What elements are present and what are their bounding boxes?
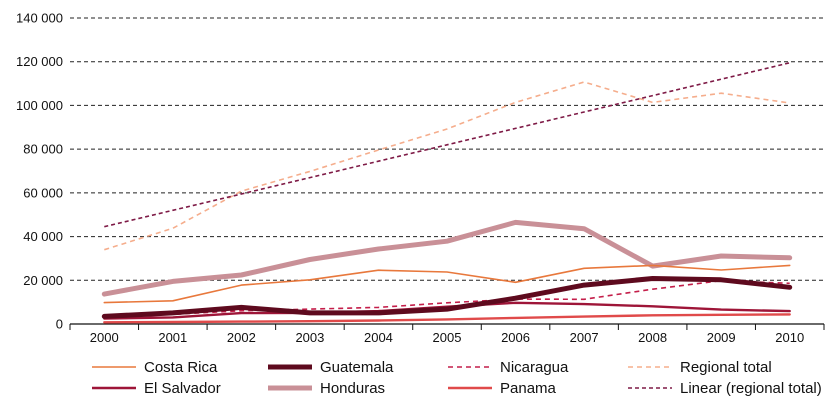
y-tick-label: 60 000 [23, 185, 63, 200]
x-tick-label: 2007 [570, 330, 599, 345]
y-tick-label: 140 000 [16, 11, 63, 26]
series-lines [101, 62, 793, 324]
legend-label: Regional total [680, 359, 772, 376]
legend-label: Panama [500, 380, 557, 397]
legend-label: Nicaragua [500, 359, 569, 376]
x-tick-label: 2008 [638, 330, 667, 345]
x-tick-label: 2005 [433, 330, 462, 345]
series-line-costa-rica [103, 264, 791, 304]
y-tick-label: 20 000 [23, 273, 63, 288]
y-axis-labels: 0 20 000 40 000 60 000 80 000 100 000 120 000 1… [16, 11, 63, 332]
y-tick-label: 100 000 [16, 98, 63, 113]
x-tick-label: 2003 [295, 330, 324, 345]
y-tick-label: 40 000 [23, 229, 63, 244]
series-line-regional-total [104, 81, 790, 251]
legend: Costa Rica Guatemala Nicaragua Regional tot… [92, 359, 822, 397]
y-tick-label: 80 000 [23, 142, 63, 157]
y-tick-label: 0 [56, 317, 63, 332]
x-tick-label: 2009 [707, 330, 736, 345]
series-line-panama [103, 313, 791, 324]
x-tick-label: 2004 [364, 330, 393, 345]
y-tick-label: 120 000 [16, 54, 63, 69]
x-tick-label: 2001 [158, 330, 187, 345]
series-line-guatemala [101, 276, 793, 319]
series-line-nicaragua [104, 279, 790, 316]
series-line-linear-regional-total [104, 62, 790, 228]
series-line-honduras [101, 219, 793, 297]
x-tick-label: 2002 [227, 330, 256, 345]
x-axis-labels: 2000 2001 2002 2003 2004 2005 2006 2007 2008 2009… [90, 330, 804, 345]
x-tick-label: 2000 [90, 330, 119, 345]
x-tick-label: 2010 [775, 330, 804, 345]
x-tick-label: 2006 [501, 330, 530, 345]
legend-label: Linear (regional total) [680, 380, 822, 397]
legend-label: Costa Rica [144, 359, 218, 376]
x-axis [69, 323, 825, 330]
legend-label: El Salvador [144, 380, 221, 397]
legend-label: Honduras [320, 380, 385, 397]
legend-label: Guatemala [320, 359, 394, 376]
